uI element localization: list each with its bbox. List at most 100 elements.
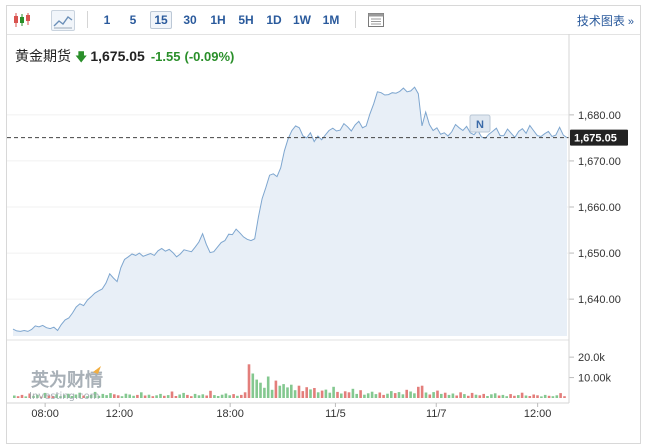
volume-bar bbox=[286, 387, 289, 398]
volume-bar bbox=[228, 395, 231, 398]
volume-bar bbox=[336, 391, 339, 398]
volume-bar bbox=[47, 395, 51, 398]
volume-bar bbox=[386, 393, 389, 398]
volume-bar bbox=[105, 395, 108, 398]
volume-bar bbox=[366, 393, 370, 398]
volume-bar bbox=[147, 394, 151, 398]
svg-text:英为财情: 英为财情 bbox=[30, 369, 103, 391]
volume-bar bbox=[74, 394, 78, 398]
volume-bar bbox=[282, 384, 285, 398]
volume-bar bbox=[190, 396, 193, 398]
volume-bar bbox=[401, 394, 405, 398]
volume-bar bbox=[43, 392, 47, 398]
volume-bar bbox=[109, 393, 112, 398]
volume-bar bbox=[340, 393, 343, 398]
volume-bar bbox=[547, 395, 551, 398]
interval-30[interactable]: 30 bbox=[183, 13, 197, 27]
volume-bar bbox=[320, 390, 324, 398]
volume-bar bbox=[493, 393, 497, 398]
volume-bar bbox=[82, 395, 85, 398]
volume-bar bbox=[174, 396, 178, 398]
svg-text:1,675.05: 1,675.05 bbox=[574, 133, 617, 145]
volume-bar bbox=[186, 394, 189, 398]
volume-bar bbox=[551, 396, 555, 398]
volume-bar bbox=[301, 391, 305, 398]
volume-bar bbox=[78, 392, 81, 398]
volume-bar bbox=[409, 391, 412, 398]
interval-1d[interactable]: 1D bbox=[266, 13, 282, 27]
tech-chart-link[interactable]: 技术图表» bbox=[577, 12, 634, 29]
interval-1w[interactable]: 1W bbox=[293, 13, 311, 27]
volume-bar bbox=[236, 395, 239, 398]
volume-bar bbox=[313, 388, 316, 398]
volume-bar bbox=[309, 389, 312, 398]
volume-bar bbox=[397, 392, 401, 398]
volume-bar bbox=[136, 394, 139, 398]
volume-bar bbox=[559, 393, 562, 398]
volume-bar bbox=[413, 393, 416, 398]
volume-bar bbox=[382, 394, 385, 398]
volume-bar bbox=[216, 396, 220, 398]
volume-bar bbox=[170, 391, 174, 398]
tech-chart-label: 技术图表 bbox=[576, 14, 625, 28]
candlestick-icon[interactable] bbox=[11, 10, 33, 29]
volume-bar bbox=[478, 395, 482, 398]
price-line bbox=[12, 86, 568, 332]
toolbar-divider bbox=[87, 11, 88, 28]
interval-15[interactable]: 15 bbox=[150, 11, 172, 29]
double-chevron-right-icon: » bbox=[627, 16, 634, 28]
interval-5[interactable]: 5 bbox=[129, 13, 137, 27]
time-tick-label: 12:00 bbox=[106, 408, 134, 420]
interval-1m[interactable]: 1M bbox=[322, 13, 340, 27]
interval-1h[interactable]: 1H bbox=[210, 13, 226, 27]
interval-1[interactable]: 1 bbox=[103, 13, 111, 27]
volume-bar bbox=[263, 387, 266, 398]
volume-bar bbox=[417, 386, 420, 398]
price-change: -1.55 bbox=[150, 49, 181, 64]
volume-bar bbox=[13, 395, 16, 398]
volume-bar bbox=[378, 392, 382, 398]
volume-bar bbox=[447, 394, 451, 398]
chart-widget: 1 5 15 30 1H 5H 1D 1W 1M 技术图表» 黄金期货 🡇 1,67… bbox=[6, 5, 641, 444]
volume-bar bbox=[274, 380, 278, 398]
interval-5h[interactable]: 5H bbox=[238, 13, 254, 27]
price-chart: 1,675.05 N 1,640.00 1,650.00 1,660.00 1,670… bbox=[7, 34, 628, 420]
svg-text:Investing.com: Investing.com bbox=[29, 391, 100, 402]
volume-bar bbox=[36, 394, 39, 398]
volume-bar bbox=[197, 395, 201, 398]
volume-bar bbox=[290, 384, 293, 398]
volume-bar bbox=[213, 395, 216, 398]
volume-bar bbox=[293, 390, 297, 398]
volume-bar bbox=[490, 394, 493, 398]
volume-bar bbox=[443, 392, 447, 398]
volume-bar bbox=[428, 394, 432, 398]
volume-bar bbox=[359, 390, 362, 398]
volume-bar bbox=[467, 395, 470, 398]
watermark-logo: 英为财情 Investing.com bbox=[29, 366, 103, 402]
volume-bar bbox=[251, 373, 255, 398]
volume-bar bbox=[220, 394, 224, 398]
volume-bar bbox=[39, 396, 43, 398]
volume-tick-label: 10.00k bbox=[578, 373, 612, 385]
volume-bar bbox=[240, 394, 243, 398]
volume-bar bbox=[247, 364, 251, 398]
volume-bar bbox=[474, 394, 478, 398]
volume-bar bbox=[243, 392, 247, 398]
time-tick-label: 08:00 bbox=[31, 408, 59, 420]
volume-bar bbox=[143, 395, 147, 398]
volume-bar bbox=[405, 389, 408, 398]
volume-bar bbox=[28, 393, 31, 398]
volume-bar bbox=[513, 395, 516, 398]
news-marker[interactable]: N bbox=[469, 114, 491, 133]
volume-bar bbox=[509, 394, 512, 398]
volume-bar bbox=[93, 391, 97, 398]
volume-bar bbox=[505, 396, 508, 398]
table-icon[interactable] bbox=[365, 10, 387, 29]
volume-bar bbox=[166, 395, 170, 398]
volume-bar bbox=[178, 394, 181, 398]
volume-bar bbox=[266, 376, 270, 398]
area-chart-icon[interactable] bbox=[51, 10, 75, 31]
volume-bar bbox=[451, 393, 455, 398]
volume-bar bbox=[370, 391, 374, 398]
volume-bar bbox=[432, 392, 435, 398]
